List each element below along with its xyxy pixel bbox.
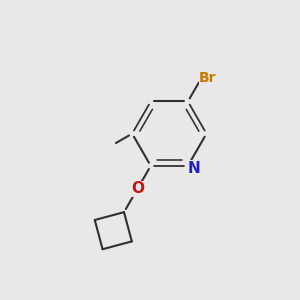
Text: O: O [131,182,144,196]
Text: N: N [188,161,201,176]
Text: Br: Br [199,71,217,85]
